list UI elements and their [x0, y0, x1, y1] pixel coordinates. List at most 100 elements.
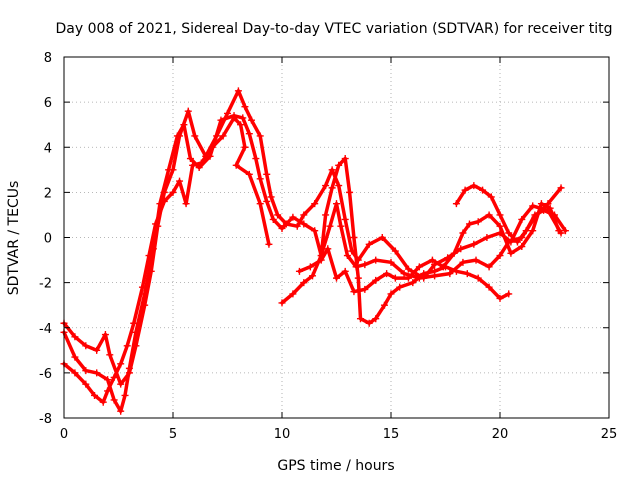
data-point	[160, 197, 168, 205]
data-point	[219, 132, 227, 140]
data-point	[470, 240, 478, 248]
data-point	[110, 396, 118, 404]
data-point	[507, 249, 515, 257]
y-tick-label: 2	[44, 186, 52, 201]
series-arc-6	[452, 182, 569, 246]
data-point	[300, 211, 308, 219]
data-point	[123, 342, 131, 350]
data-point	[197, 159, 205, 167]
y-tick-label: -8	[39, 412, 52, 427]
data-point	[387, 290, 395, 298]
data-point	[333, 274, 340, 282]
x-tick-label: 0	[60, 427, 68, 442]
data-point	[380, 301, 388, 309]
data-point	[459, 229, 467, 237]
data-point	[439, 263, 447, 271]
data-point	[529, 202, 537, 210]
data-point	[496, 211, 504, 219]
series-trace	[62, 116, 271, 404]
data-point	[237, 121, 245, 129]
data-point	[372, 276, 380, 284]
data-point	[71, 353, 79, 361]
x-tick-label: 20	[492, 427, 509, 442]
data-point	[82, 367, 90, 375]
axis-ticks: 0 5 10 15 20 25 -8 -6 -4 -2 0 2 4 6 8	[39, 51, 617, 442]
data-point	[472, 256, 480, 264]
series-arc-5	[295, 200, 563, 296]
data-point	[93, 346, 101, 354]
data-point	[180, 121, 188, 129]
data-point	[485, 283, 493, 291]
data-point	[241, 143, 249, 151]
data-point	[452, 267, 460, 275]
data-point	[189, 161, 197, 169]
data-point	[165, 166, 173, 174]
data-point	[289, 213, 297, 221]
data-point	[496, 222, 504, 230]
data-point	[104, 376, 112, 384]
data-point	[173, 132, 181, 140]
data-point	[145, 252, 153, 260]
data-point	[324, 245, 332, 253]
data-point	[256, 132, 264, 140]
data-point	[391, 274, 399, 282]
data-point	[346, 188, 354, 196]
x-axis-label: GPS time / hours	[277, 458, 394, 474]
y-tick-label: -4	[39, 322, 52, 337]
data-point	[106, 351, 114, 359]
data-point	[341, 215, 349, 223]
data-point	[529, 227, 537, 235]
data-point	[182, 200, 190, 208]
data-point	[415, 263, 423, 271]
data-point	[365, 240, 373, 248]
y-axis-label: SDTVAR / TECUs	[6, 181, 22, 296]
data-point	[322, 182, 330, 190]
data-point	[505, 290, 513, 298]
data-point	[232, 161, 240, 169]
data-point	[537, 200, 545, 208]
data-point	[110, 373, 118, 381]
data-point	[125, 364, 133, 372]
data-point	[104, 387, 112, 395]
series-arc-3	[60, 114, 273, 406]
data-point	[295, 267, 303, 275]
data-point	[152, 220, 160, 228]
data-point	[245, 130, 253, 138]
data-point	[328, 166, 336, 174]
data-point	[404, 274, 412, 282]
data-point	[522, 227, 530, 235]
data-point	[531, 211, 539, 219]
data-point	[463, 270, 471, 278]
data-series	[60, 87, 569, 415]
data-point	[387, 258, 395, 266]
data-point	[483, 234, 491, 241]
data-point	[356, 315, 364, 323]
data-point	[138, 283, 146, 291]
x-tick-label: 10	[274, 427, 291, 442]
data-point	[335, 161, 343, 169]
data-point	[333, 200, 340, 208]
data-point	[465, 220, 473, 228]
data-point	[546, 204, 554, 212]
data-point	[378, 234, 386, 241]
data-point	[396, 283, 404, 291]
data-point	[117, 360, 125, 368]
data-point	[99, 398, 107, 406]
data-point	[265, 240, 273, 248]
data-point	[372, 256, 380, 264]
data-point	[383, 270, 391, 278]
data-point	[263, 170, 271, 178]
data-point	[230, 114, 238, 122]
data-point	[241, 103, 249, 111]
x-tick-label: 5	[169, 427, 177, 442]
data-point	[485, 211, 493, 219]
data-point	[343, 252, 351, 260]
data-point	[256, 200, 264, 208]
data-point	[350, 288, 358, 296]
data-point	[361, 261, 369, 269]
data-point	[337, 222, 345, 230]
data-point	[326, 222, 334, 230]
data-point	[487, 193, 495, 201]
y-tick-label: 4	[44, 141, 52, 156]
